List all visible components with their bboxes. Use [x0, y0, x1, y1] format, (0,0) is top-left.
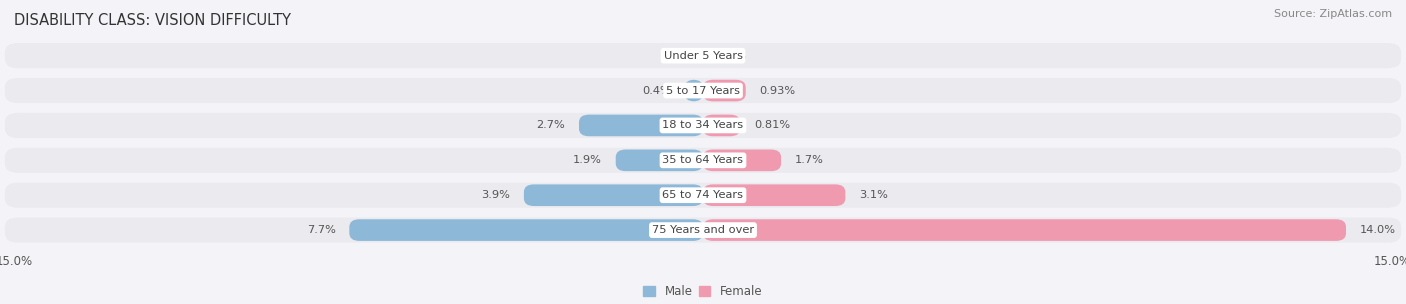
- FancyBboxPatch shape: [685, 80, 703, 101]
- Text: 1.9%: 1.9%: [574, 155, 602, 165]
- Legend: Male, Female: Male, Female: [638, 281, 768, 303]
- Text: DISABILITY CLASS: VISION DIFFICULTY: DISABILITY CLASS: VISION DIFFICULTY: [14, 13, 291, 28]
- Text: 35 to 64 Years: 35 to 64 Years: [662, 155, 744, 165]
- FancyBboxPatch shape: [579, 115, 703, 136]
- Text: 18 to 34 Years: 18 to 34 Years: [662, 120, 744, 130]
- FancyBboxPatch shape: [703, 219, 1346, 241]
- Text: 2.7%: 2.7%: [537, 120, 565, 130]
- FancyBboxPatch shape: [703, 150, 782, 171]
- Text: 1.7%: 1.7%: [794, 155, 824, 165]
- FancyBboxPatch shape: [4, 78, 1402, 103]
- Text: Under 5 Years: Under 5 Years: [664, 51, 742, 61]
- Text: Source: ZipAtlas.com: Source: ZipAtlas.com: [1274, 9, 1392, 19]
- FancyBboxPatch shape: [703, 80, 745, 101]
- Text: 0.4%: 0.4%: [643, 85, 671, 95]
- FancyBboxPatch shape: [703, 115, 740, 136]
- FancyBboxPatch shape: [703, 185, 845, 206]
- Text: 0.93%: 0.93%: [759, 85, 796, 95]
- Text: 5 to 17 Years: 5 to 17 Years: [666, 85, 740, 95]
- FancyBboxPatch shape: [524, 185, 703, 206]
- FancyBboxPatch shape: [4, 183, 1402, 208]
- Text: 65 to 74 Years: 65 to 74 Years: [662, 190, 744, 200]
- FancyBboxPatch shape: [4, 43, 1402, 68]
- Text: 0.0%: 0.0%: [661, 51, 689, 61]
- FancyBboxPatch shape: [4, 148, 1402, 173]
- Text: 3.9%: 3.9%: [481, 190, 510, 200]
- FancyBboxPatch shape: [4, 218, 1402, 243]
- Text: 0.0%: 0.0%: [717, 51, 745, 61]
- FancyBboxPatch shape: [616, 150, 703, 171]
- FancyBboxPatch shape: [349, 219, 703, 241]
- Text: 0.81%: 0.81%: [754, 120, 790, 130]
- Text: 14.0%: 14.0%: [1360, 225, 1396, 235]
- Text: 75 Years and over: 75 Years and over: [652, 225, 754, 235]
- FancyBboxPatch shape: [4, 113, 1402, 138]
- Text: 7.7%: 7.7%: [307, 225, 336, 235]
- Text: 3.1%: 3.1%: [859, 190, 889, 200]
